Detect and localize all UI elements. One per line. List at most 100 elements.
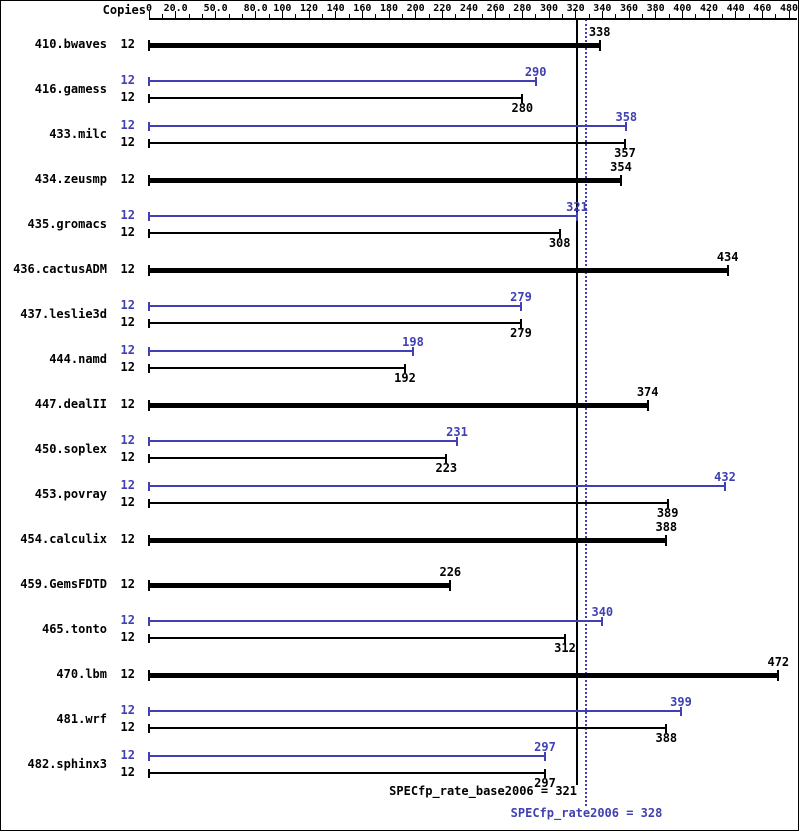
peak-bar-end-tick bbox=[544, 751, 546, 761]
copies-value-peak: 12 bbox=[120, 748, 135, 762]
copies-value-base: 12 bbox=[120, 225, 135, 239]
peak-bar-end-tick bbox=[412, 346, 414, 356]
base-bar-end-tick bbox=[646, 399, 649, 411]
base-mean-line bbox=[576, 19, 578, 785]
base-bar-end-tick bbox=[665, 723, 668, 733]
copies-value-peak: 12 bbox=[120, 343, 135, 357]
x-axis-tick bbox=[468, 11, 470, 18]
peak-mean-text: SPECfp_rate2006 = 328 bbox=[510, 806, 663, 820]
x-axis-tick bbox=[295, 14, 297, 18]
peak-value-label: 432 bbox=[714, 470, 736, 484]
x-axis-tick-label: 0 bbox=[145, 3, 153, 14]
peak-value-label: 399 bbox=[670, 695, 692, 709]
x-axis-tick bbox=[695, 14, 697, 18]
base-mean-text: SPECfp_rate_base2006 = 321 bbox=[389, 784, 577, 798]
peak-bar-start-tick bbox=[148, 481, 150, 491]
base-value-label: 354 bbox=[610, 160, 632, 174]
peak-bar bbox=[149, 305, 521, 307]
x-axis-tick bbox=[361, 11, 363, 18]
base-bar-start-tick bbox=[148, 264, 150, 276]
copies-value-peak: 12 bbox=[120, 433, 135, 447]
benchmark-label: 459.GemsFDTD bbox=[20, 577, 107, 591]
base-bar bbox=[149, 367, 405, 369]
x-axis-tick-label: 300 bbox=[539, 3, 559, 14]
x-axis-tick bbox=[521, 11, 523, 18]
base-bar bbox=[149, 97, 523, 99]
x-axis-tick-label: 440 bbox=[726, 3, 745, 14]
x-axis-tick-label: 220 bbox=[433, 3, 452, 14]
peak-bar bbox=[149, 125, 627, 127]
base-bar-start-tick bbox=[148, 669, 150, 681]
benchmark-label: 481.wrf bbox=[56, 712, 107, 726]
base-bar bbox=[149, 672, 779, 678]
base-bar-start-tick bbox=[148, 399, 150, 411]
benchmark-label: 465.tonto bbox=[41, 622, 107, 636]
base-bar-end-tick bbox=[564, 633, 566, 643]
x-axis-tick-label: 200 bbox=[406, 3, 425, 14]
peak-bar bbox=[149, 620, 603, 622]
x-axis-tick-label: 80.0 bbox=[243, 3, 268, 14]
copies-value: 12 bbox=[120, 37, 135, 51]
x-axis-tick bbox=[655, 11, 657, 18]
x-axis-tick-label: 480 bbox=[779, 3, 799, 14]
copies-value-peak: 12 bbox=[120, 613, 135, 627]
peak-bar-end-tick bbox=[625, 121, 628, 131]
x-axis-tick bbox=[535, 14, 537, 18]
base-bar bbox=[149, 727, 667, 729]
x-axis-tick bbox=[255, 11, 257, 18]
base-value-label: 308 bbox=[548, 236, 571, 250]
base-bar bbox=[149, 772, 545, 774]
peak-value-label: 198 bbox=[402, 335, 424, 349]
x-axis-tick bbox=[215, 11, 217, 18]
x-axis-tick bbox=[375, 14, 377, 18]
peak-bar-start-tick bbox=[148, 436, 150, 446]
base-bar bbox=[149, 537, 667, 543]
copies-value-peak: 12 bbox=[120, 478, 135, 492]
base-bar-end-tick bbox=[665, 534, 668, 546]
base-bar bbox=[149, 582, 451, 588]
x-axis-tick bbox=[148, 11, 150, 18]
benchmark-label: 453.povray bbox=[34, 487, 107, 501]
base-bar bbox=[149, 402, 648, 408]
x-axis-tick-label: 420 bbox=[699, 3, 719, 14]
x-axis-tick bbox=[615, 14, 617, 18]
x-axis-tick bbox=[401, 14, 403, 18]
copies-value-peak: 12 bbox=[120, 703, 135, 717]
copies-value-base: 12 bbox=[120, 90, 135, 104]
x-axis-tick bbox=[415, 11, 417, 18]
base-bar bbox=[149, 232, 560, 234]
x-axis-tick bbox=[428, 14, 430, 18]
base-bar bbox=[149, 637, 565, 639]
benchmark-label: 454.calculix bbox=[20, 532, 107, 546]
base-bar bbox=[149, 502, 668, 504]
x-axis-tick bbox=[268, 14, 270, 18]
base-bar-end-tick bbox=[404, 363, 406, 373]
base-value-label: 389 bbox=[656, 506, 679, 520]
base-value-label: 374 bbox=[636, 385, 659, 399]
peak-bar bbox=[149, 485, 725, 487]
peak-bar-start-tick bbox=[148, 616, 150, 626]
peak-bar bbox=[149, 215, 577, 217]
peak-bar-end-tick bbox=[601, 616, 604, 626]
base-bar-start-tick bbox=[148, 534, 150, 546]
x-axis-tick bbox=[588, 14, 590, 18]
base-bar-end-tick bbox=[598, 39, 601, 51]
x-axis-tick bbox=[188, 14, 190, 18]
peak-bar-end-tick bbox=[576, 211, 578, 221]
x-axis-tick-label: 340 bbox=[593, 3, 612, 14]
copies-column-header: Copies bbox=[102, 3, 146, 17]
copies-value-peak: 12 bbox=[120, 118, 135, 132]
peak-bar bbox=[149, 80, 536, 82]
base-bar-end-tick bbox=[726, 264, 729, 276]
peak-bar bbox=[149, 755, 545, 757]
base-value-label: 434 bbox=[716, 250, 739, 264]
base-bar-end-tick bbox=[520, 318, 522, 328]
base-bar bbox=[149, 457, 447, 459]
x-axis-tick bbox=[561, 14, 563, 18]
x-axis-tick bbox=[481, 14, 483, 18]
x-axis-tick-label: 460 bbox=[753, 3, 772, 14]
copies-value-base: 12 bbox=[120, 450, 135, 464]
x-axis-tick bbox=[788, 11, 790, 18]
peak-bar-end-tick bbox=[456, 436, 458, 446]
base-bar-start-tick bbox=[148, 174, 150, 186]
